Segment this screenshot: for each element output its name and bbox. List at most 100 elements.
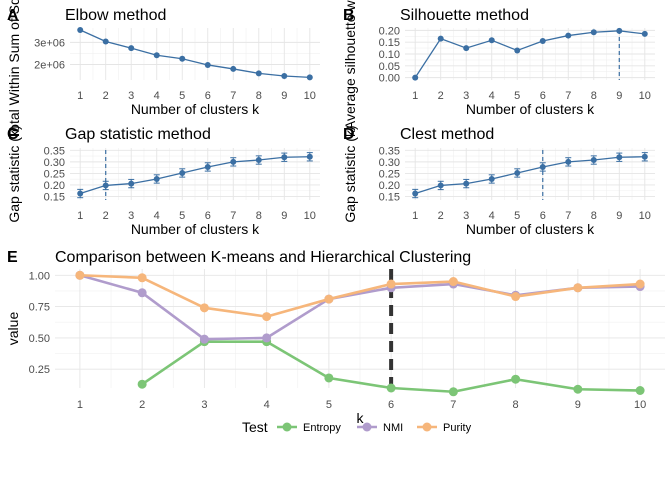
y-tick-label: 0.05 bbox=[379, 61, 400, 73]
legend-item: Purity bbox=[417, 422, 472, 434]
data-point bbox=[199, 303, 209, 313]
data-point bbox=[437, 35, 444, 42]
legend-label: Purity bbox=[443, 422, 472, 434]
x-tick-label: 9 bbox=[575, 399, 581, 411]
legend-title: Test bbox=[242, 419, 268, 435]
legend-label: NMI bbox=[383, 422, 403, 434]
data-point bbox=[306, 74, 313, 81]
data-point bbox=[641, 30, 648, 37]
legend: Test Entropy NMI Purity bbox=[242, 419, 472, 435]
data-point bbox=[102, 38, 109, 45]
data-point bbox=[539, 163, 546, 170]
panel-a: 1 2 3 4 5 6 7 8 9 10 2e+06 3e+06 Number of clusters … bbox=[6, 0, 320, 139]
x-tick-label: 7 bbox=[230, 210, 236, 222]
y-tick-label: 0.15 bbox=[44, 192, 65, 204]
panel-title: Elbow method bbox=[65, 7, 166, 24]
x-tick-label: 10 bbox=[304, 90, 316, 102]
x-tick-label: 3 bbox=[463, 90, 469, 102]
y-axis-label: Gap statistic (k) bbox=[342, 125, 358, 222]
data-point bbox=[488, 175, 495, 182]
series bbox=[77, 26, 313, 81]
data-point bbox=[539, 38, 546, 44]
grid bbox=[405, 28, 655, 80]
data-point bbox=[128, 180, 135, 187]
data-point bbox=[128, 45, 135, 52]
x-axis-label: Number of clusters k bbox=[466, 221, 595, 237]
data-point bbox=[281, 73, 288, 80]
data-point bbox=[324, 294, 334, 304]
x-tick-label: 1 bbox=[412, 90, 418, 102]
data-point bbox=[511, 292, 521, 302]
x-tick-label: 1 bbox=[77, 210, 83, 222]
panel-title: Silhouette method bbox=[400, 7, 529, 24]
x-tick-label: 1 bbox=[77, 399, 83, 411]
grid bbox=[70, 28, 320, 80]
data-point bbox=[412, 74, 419, 81]
data-point bbox=[255, 70, 262, 77]
x-tick-label: 6 bbox=[540, 90, 546, 102]
series-purity bbox=[75, 270, 645, 322]
panel-letter: E bbox=[7, 249, 18, 266]
x-tick-label: 10 bbox=[639, 210, 651, 222]
data-point bbox=[137, 379, 147, 389]
legend-label: Entropy bbox=[303, 422, 341, 434]
x-tick-label: 9 bbox=[281, 210, 287, 222]
x-tick-label: 9 bbox=[616, 90, 622, 102]
data-point bbox=[463, 45, 470, 52]
x-tick-label: 2 bbox=[103, 210, 109, 222]
panel-title: Comparison between K-means and Hierarchi… bbox=[55, 249, 471, 266]
panel-e: 1 2 3 4 5 6 7 8 9 10 0.25 0.50 0.75 1.00 k value Compari… bbox=[5, 249, 665, 426]
data-point bbox=[255, 157, 262, 164]
x-axis-label: Number of clusters k bbox=[466, 101, 595, 117]
x-tick-label: 1 bbox=[412, 210, 418, 222]
y-axis-label: Total Within Sum of Square bbox=[6, 0, 22, 139]
x-tick-label: 4 bbox=[489, 90, 495, 102]
x-tick-label: 5 bbox=[514, 210, 520, 222]
grid bbox=[70, 148, 320, 200]
x-tick-label: 4 bbox=[489, 210, 495, 222]
panel-letter: A bbox=[7, 7, 19, 24]
y-tick-label: 0.30 bbox=[379, 157, 400, 169]
x-tick-label: 5 bbox=[514, 90, 520, 102]
y-tick-label: 1.00 bbox=[29, 270, 50, 282]
legend-item: NMI bbox=[357, 422, 403, 434]
y-tick-label: 0.25 bbox=[44, 168, 65, 180]
data-point bbox=[153, 52, 160, 59]
data-point bbox=[448, 387, 458, 397]
data-point bbox=[565, 32, 572, 39]
data-point bbox=[590, 29, 597, 36]
data-point bbox=[204, 163, 211, 170]
x-tick-label: 5 bbox=[179, 90, 185, 102]
y-tick-label: 0.35 bbox=[44, 145, 65, 157]
x-axis-label: k bbox=[357, 410, 365, 426]
y-axis-label: Average silhouette width bbox=[342, 0, 358, 130]
panel-title: Gap statistic method bbox=[65, 126, 211, 143]
x-tick-label: 6 bbox=[540, 210, 546, 222]
x-tick-label: 8 bbox=[256, 210, 262, 222]
data-point bbox=[306, 153, 313, 160]
y-axis-label: value bbox=[5, 312, 21, 346]
data-point bbox=[565, 158, 572, 165]
legend-key-point bbox=[282, 422, 292, 432]
data-point bbox=[641, 153, 648, 160]
data-point bbox=[573, 283, 583, 293]
legend-key-point bbox=[362, 422, 372, 432]
data-point bbox=[635, 279, 645, 289]
data-point bbox=[262, 312, 272, 322]
x-tick-label: 3 bbox=[128, 90, 134, 102]
series bbox=[412, 27, 648, 81]
y-tick-label: 0.15 bbox=[379, 192, 400, 204]
x-tick-label: 2 bbox=[438, 210, 444, 222]
y-tick-label: 0.75 bbox=[29, 302, 50, 314]
data-point bbox=[616, 27, 623, 34]
x-tick-label: 9 bbox=[281, 90, 287, 102]
legend-item: Entropy bbox=[277, 422, 341, 434]
y-tick-label: 0.10 bbox=[379, 49, 400, 61]
data-point bbox=[488, 37, 495, 44]
y-tick-label: 0.20 bbox=[44, 180, 65, 192]
y-tick-label: 2e+06 bbox=[34, 60, 65, 72]
data-point bbox=[137, 273, 147, 283]
x-tick-label: 3 bbox=[128, 210, 134, 222]
data-point bbox=[616, 154, 623, 161]
data-point bbox=[590, 157, 597, 164]
